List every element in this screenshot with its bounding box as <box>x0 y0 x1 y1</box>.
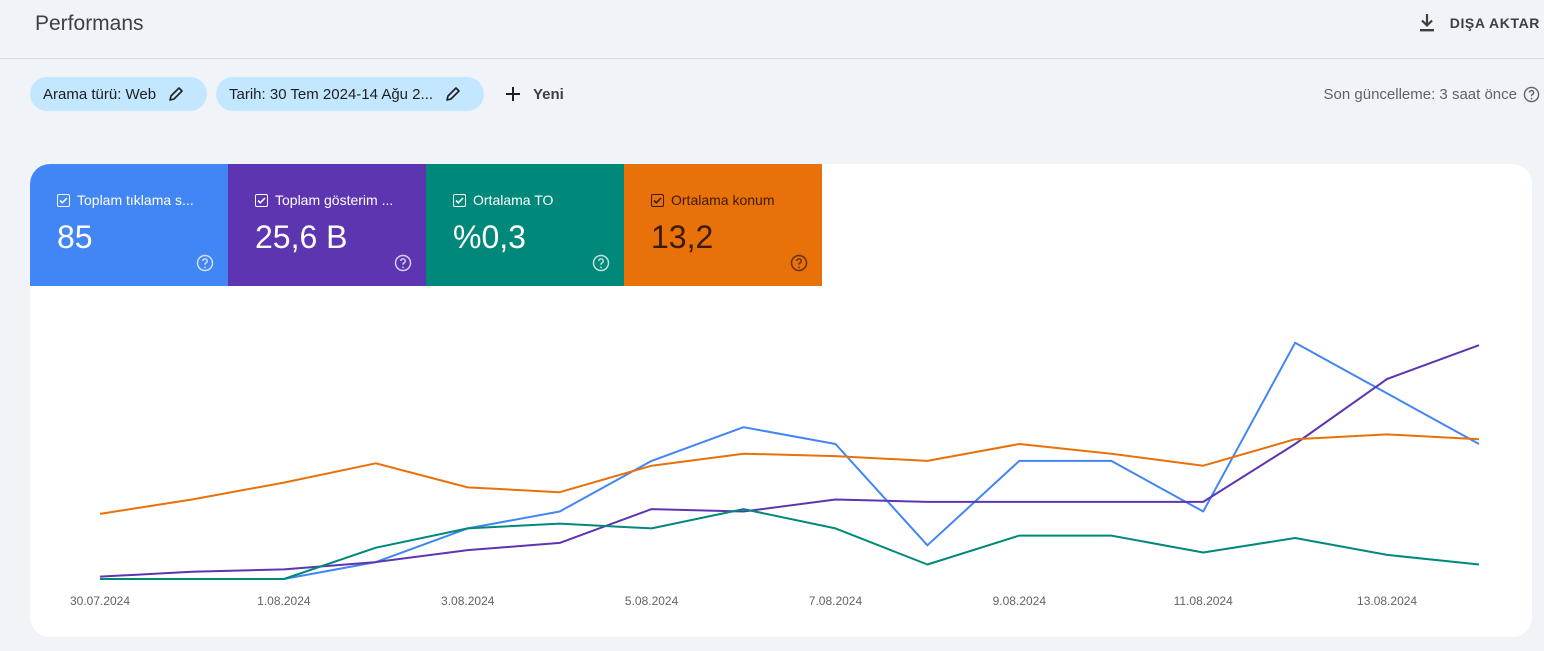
page-title: Performans <box>35 12 144 35</box>
metric-tile-ctr[interactable]: Ortalama TO %0,3 <box>426 164 624 286</box>
new-filter-label: Yeni <box>533 85 564 103</box>
help-icon[interactable] <box>592 254 610 272</box>
edit-icon[interactable] <box>445 86 461 102</box>
checkbox-icon[interactable] <box>453 193 466 207</box>
x-tick-label: 13.08.2024 <box>1357 594 1417 608</box>
x-tick-label: 1.08.2024 <box>257 594 311 608</box>
metric-value: 25,6 B <box>255 219 348 255</box>
metric-tile-position[interactable]: Ortalama konum 13,2 <box>624 164 822 286</box>
performance-card: 30.07.2024 1.08.2024 3.08.2024 5.08.2024 7.0… <box>30 164 1532 637</box>
chip-label: Tarih: 30 Tem 2024-14 Ağu 2... <box>229 85 434 103</box>
export-label: DIŞA AKTAR <box>1449 15 1540 31</box>
series-line-3 <box>99 433 1480 515</box>
edit-icon[interactable] <box>168 86 184 102</box>
x-tick-label: 3.08.2024 <box>441 594 495 608</box>
series-line-2 <box>100 508 1480 580</box>
chip-label: Arama türü: Web <box>43 85 157 103</box>
top-header: Performans DIŞA AKTAR <box>0 0 1544 59</box>
checkbox-icon[interactable] <box>651 193 664 207</box>
x-tick-label: 7.08.2024 <box>809 594 863 608</box>
metric-label: Ortalama TO <box>473 192 554 208</box>
new-filter-button[interactable]: Yeni <box>505 86 564 103</box>
series-line-1 <box>99 344 1480 578</box>
help-icon[interactable] <box>1523 86 1540 103</box>
help-icon[interactable] <box>790 254 808 272</box>
download-icon <box>1418 13 1436 33</box>
filter-bar: Arama türü: Web Tarih: 30 Tem 2024-14 Ağ… <box>30 77 564 111</box>
x-tick-label: 5.08.2024 <box>625 594 679 608</box>
x-tick-label: 30.07.2024 <box>70 594 130 608</box>
export-button[interactable]: DIŞA AKTAR <box>1418 12 1540 34</box>
metric-label: Toplam gösterim ... <box>275 192 394 208</box>
x-tick-label: 9.08.2024 <box>993 594 1047 608</box>
help-icon[interactable] <box>196 254 214 272</box>
help-icon[interactable] <box>394 254 412 272</box>
metric-value: %0,3 <box>453 219 526 255</box>
metric-label: Toplam tıklama s... <box>77 192 194 208</box>
date-chip[interactable]: Tarih: 30 Tem 2024-14 Ağu 2... <box>216 77 484 111</box>
metric-tiles: Toplam tıklama s... 85 Toplam gösterim .… <box>30 164 822 286</box>
last-update: Son güncelleme: 3 saat önce <box>1324 86 1540 103</box>
search-type-chip[interactable]: Arama türü: Web <box>30 77 207 111</box>
metric-label: Ortalama konum <box>671 192 775 208</box>
x-tick-label: 11.08.2024 <box>1174 594 1233 608</box>
series-line-0 <box>100 341 1480 580</box>
metric-value: 13,2 <box>651 219 714 255</box>
last-update-text: Son güncelleme: 3 saat önce <box>1323 86 1517 103</box>
metric-tile-clicks[interactable]: Toplam tıklama s... 85 <box>30 164 228 286</box>
checkbox-icon[interactable] <box>57 193 70 207</box>
performance-chart: 30.07.2024 1.08.2024 3.08.2024 5.08.2024 7.0… <box>70 341 1480 608</box>
metric-value: 85 <box>57 219 93 255</box>
plus-icon <box>505 86 521 102</box>
checkbox-icon[interactable] <box>255 193 268 207</box>
metric-tile-impressions[interactable]: Toplam gösterim ... 25,6 B <box>228 164 426 286</box>
